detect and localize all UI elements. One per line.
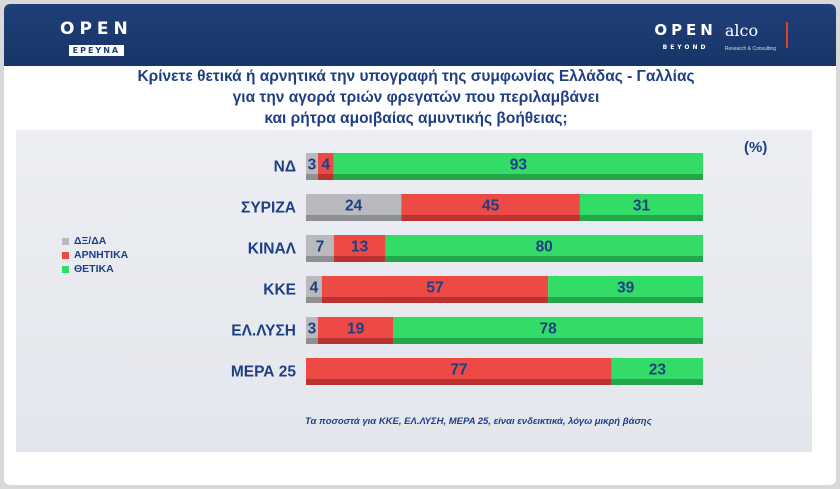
bar-segment-row-2-s0	[306, 235, 334, 256]
brand-sub: ΕΡΕΥΝΑ	[68, 45, 125, 56]
alco-tag: Research & Consulting	[724, 46, 776, 52]
legend-label-dkda: ΔΞ/ΔΑ	[74, 235, 107, 247]
bar-segment-row-5-s1	[306, 358, 612, 379]
open-beyond-logo: OPEN BEYOND	[654, 22, 717, 56]
title-line-2: για την αγορά τριών φρεγατών που περιλαμ…	[232, 89, 600, 106]
bar-segment-row-2-s2	[385, 235, 703, 256]
legend-label-positive: ΘΕΤΙΚΑ	[74, 263, 114, 275]
value-label-row-5-s1: 77	[450, 362, 467, 379]
bar-shade-row-5-s2	[611, 379, 703, 385]
open-beyond-sub: BEYOND	[662, 44, 709, 51]
bar-shade-row-0-s1	[317, 174, 334, 180]
bar-segment-row-1-s1	[401, 194, 580, 215]
category-label-row-5: ΜΕΡΑ 25	[231, 364, 297, 381]
bar-segment-row-4-s1	[317, 317, 394, 338]
legend: ΔΞ/ΔΑ ΑΡΝΗΤΙΚΑ ΘΕΤΙΚΑ	[62, 235, 128, 277]
value-label-row-4-s1: 19	[347, 321, 365, 338]
footnote: Τα ποσοστά για ΚΚΕ, ΕΛ.ΛΥΣΗ, ΜΕΡΑ 25, εί…	[305, 416, 652, 427]
bar-segment-row-1-s0	[306, 194, 402, 215]
legend-swatch-positive	[62, 265, 69, 273]
bar-shade-row-2-s0	[306, 256, 334, 262]
bar-segment-row-3-s1	[321, 276, 549, 297]
value-label-row-4-s0: 3	[308, 321, 317, 338]
value-label-row-2-s1: 13	[351, 239, 369, 256]
accent-bar	[786, 22, 788, 48]
bar-shade-row-0-s0	[306, 174, 318, 180]
category-label-row-4: ΕΛ.ΛΥΣΗ	[231, 323, 296, 340]
value-label-row-3-s0: 4	[310, 280, 319, 297]
bar-shade-row-1-s1	[401, 215, 580, 221]
bar-shade-row-1-s0	[306, 215, 402, 221]
legend-label-negative: ΑΡΝΗΤΙΚΑ	[74, 249, 129, 261]
bar-shade-row-2-s1	[333, 256, 386, 262]
bar-segment-row-0-s0	[306, 153, 318, 174]
value-label-row-5-s2: 23	[649, 362, 667, 379]
legend-swatch-negative	[62, 251, 69, 259]
partner-logos: OPEN BEYOND alco Research & Consulting	[654, 22, 788, 58]
bar-shade-row-3-s1	[321, 297, 549, 303]
open-beyond-name: OPEN	[654, 21, 717, 39]
bar-segment-row-4-s0	[306, 317, 318, 338]
bar-shade-row-0-s2	[333, 174, 703, 180]
bar-shade-row-3-s2	[548, 297, 703, 303]
value-label-row-3-s1: 57	[426, 280, 443, 297]
bar-shade-row-1-s2	[579, 215, 703, 221]
alco-name: alco	[724, 21, 759, 40]
bar-shade-row-4-s1	[317, 338, 394, 344]
bar-shade-row-4-s0	[306, 338, 318, 344]
bar-shade-row-3-s0	[306, 297, 322, 303]
value-label-row-1-s0: 24	[345, 198, 363, 215]
title-line-3: και ρήτρα αμοιβαίας αμυντικής βοήθειας;	[264, 110, 568, 127]
bar-segment-row-1-s2	[579, 194, 703, 215]
bar-segment-row-3-s2	[548, 276, 703, 297]
bar-shade-row-2-s2	[385, 256, 703, 262]
bar-segment-row-2-s1	[333, 235, 386, 256]
category-label-row-0: ΝΔ	[274, 159, 296, 176]
bar-segment-row-4-s2	[393, 317, 703, 338]
bar-segment-row-0-s2	[333, 153, 703, 174]
category-label-row-2: ΚΙΝΑΛ	[248, 241, 297, 258]
value-label-row-1-s1: 45	[482, 198, 500, 215]
unit-label: (%)	[744, 139, 768, 156]
bar-segment-row-0-s1	[317, 153, 334, 174]
category-label-row-3: ΚΚΕ	[263, 282, 296, 299]
header-banner: OPEN ΕΡΕΥΝΑ OPEN BEYOND alco Research & …	[4, 4, 836, 66]
value-label-row-0-s2: 93	[510, 157, 528, 174]
value-label-row-4-s2: 78	[540, 321, 558, 338]
value-label-row-2-s2: 80	[536, 239, 553, 256]
value-label-row-1-s2: 31	[633, 198, 651, 215]
legend-item-dkda: ΔΞ/ΔΑ	[62, 235, 128, 247]
open-erevna-logo: OPEN ΕΡΕΥΝΑ	[60, 20, 133, 57]
bar-shade-row-5-s1	[306, 379, 612, 385]
title-line-1: Κρίνετε θετικά ή αρνητικά την υπογραφή τ…	[137, 68, 695, 85]
legend-swatch-dkda	[62, 237, 69, 245]
alco-logo: alco Research & Consulting	[725, 22, 776, 58]
value-label-row-3-s2: 39	[617, 280, 635, 297]
bar-segment-row-5-s2	[611, 358, 703, 379]
bar-shade-row-4-s2	[393, 338, 703, 344]
legend-item-negative: ΑΡΝΗΤΙΚΑ	[62, 249, 128, 261]
value-label-row-0-s0: 3	[308, 157, 317, 174]
legend-item-positive: ΘΕΤΙΚΑ	[62, 263, 128, 275]
bar-segment-row-3-s0	[306, 276, 322, 297]
value-label-row-2-s0: 7	[316, 239, 325, 256]
value-label-row-0-s1: 4	[322, 157, 331, 174]
brand-name: OPEN	[60, 19, 133, 39]
chart-title: Κρίνετε θετικά ή αρνητικά την υπογραφή τ…	[0, 66, 832, 129]
category-label-row-1: ΣΥΡΙΖΑ	[241, 200, 296, 217]
